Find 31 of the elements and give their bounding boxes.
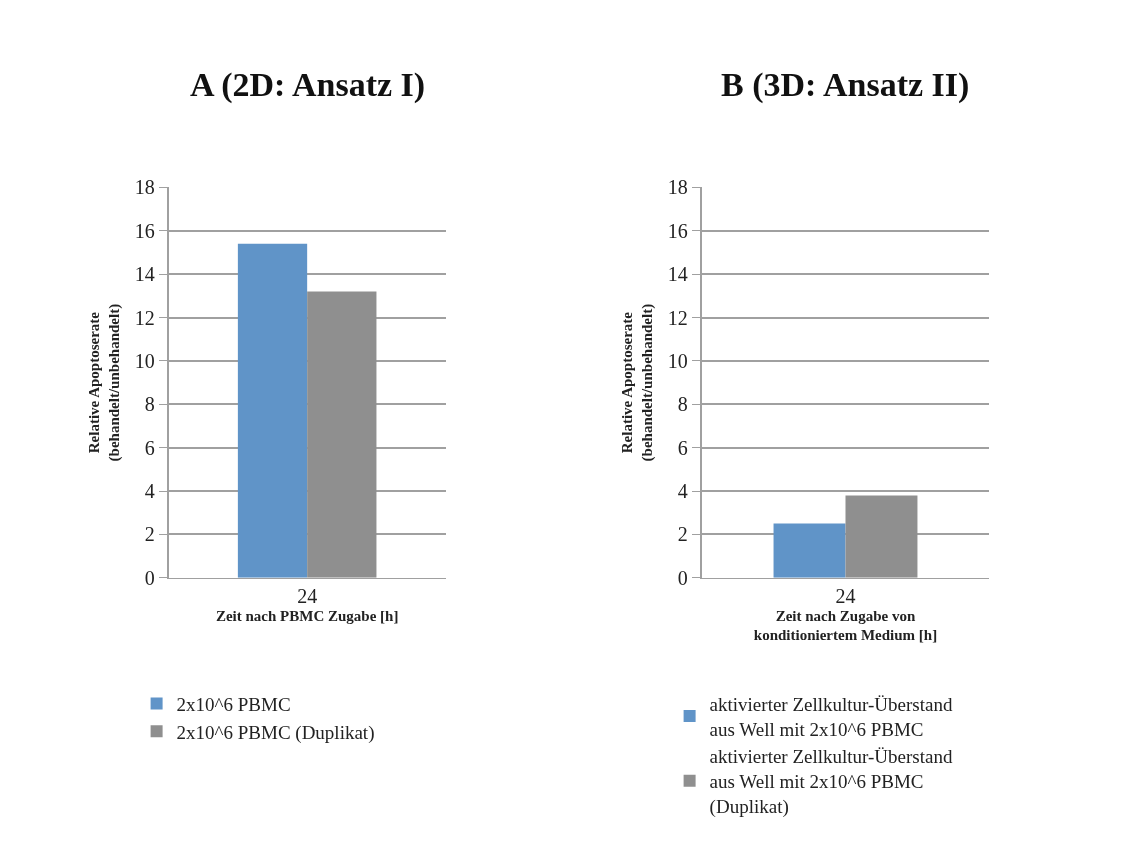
y-tick-label: 16 bbox=[667, 219, 688, 242]
y-tick-label: 14 bbox=[667, 263, 688, 286]
y-tick-label: 10 bbox=[667, 349, 688, 372]
y-tick-label: 14 bbox=[134, 263, 155, 286]
x-tick-label: 24 bbox=[835, 584, 856, 607]
y-tick-label: 18 bbox=[134, 176, 155, 199]
y-tick-label: 8 bbox=[144, 393, 155, 416]
chart-title: B (3D: Ansatz II) bbox=[721, 66, 970, 104]
y-axis-title: Relative Apoptoserate (behandelt/unbehandelt) bbox=[619, 303, 656, 462]
y-tick-label: 2 bbox=[144, 523, 155, 546]
chart-title: A (2D: Ansatz I) bbox=[190, 66, 426, 104]
legend-label: 2x10^6 PBMC bbox=[176, 693, 291, 715]
x-axis-title: Zeit nach Zugabe von konditioniertem Medium [h] bbox=[753, 607, 938, 644]
y-tick-label: 6 bbox=[677, 436, 688, 459]
legend-label: 2x10^6 PBMC (Duplikat) bbox=[176, 721, 375, 744]
legend-label: aktivierter Zellkultur-Überstand aus Well mit 2x10^6 PBMC (Duplikat) bbox=[709, 746, 953, 818]
x-axis-title: Zeit nach PBMC Zugabe [h] bbox=[215, 607, 399, 624]
y-axis-title: Relative Apoptoserate (behandelt/unbehandelt) bbox=[86, 303, 123, 462]
y-tick-label: 0 bbox=[144, 566, 155, 589]
y-tick-label: 16 bbox=[134, 219, 155, 242]
y-tick-label: 8 bbox=[677, 393, 688, 416]
y-tick-label: 12 bbox=[134, 306, 155, 329]
y-tick-label: 10 bbox=[134, 349, 155, 372]
y-tick-label: 6 bbox=[144, 436, 155, 459]
y-tick-label: 0 bbox=[677, 566, 688, 589]
y-tick-label: 2 bbox=[677, 523, 688, 546]
y-tick-label: 4 bbox=[677, 480, 688, 503]
x-tick-label: 24 bbox=[297, 584, 318, 607]
y-tick-label: 4 bbox=[144, 480, 155, 503]
y-tick-label: 12 bbox=[667, 306, 688, 329]
y-tick-label: 18 bbox=[667, 176, 688, 199]
